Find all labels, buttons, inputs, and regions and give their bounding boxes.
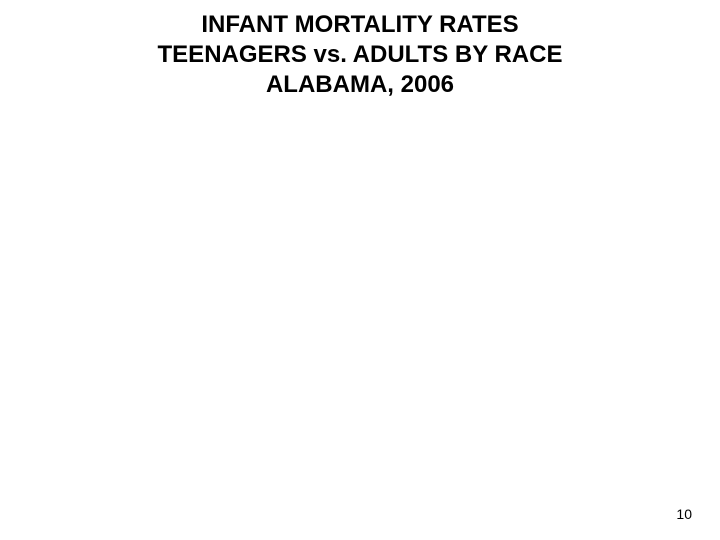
title-line-1: INFANT MORTALITY RATES xyxy=(0,10,720,40)
title-line-3: ALABAMA, 2006 xyxy=(0,70,720,100)
page-number: 10 xyxy=(676,506,692,522)
title-line-2: TEENAGERS vs. ADULTS BY RACE xyxy=(0,40,720,70)
slide-title: INFANT MORTALITY RATES TEENAGERS vs. ADU… xyxy=(0,10,720,100)
